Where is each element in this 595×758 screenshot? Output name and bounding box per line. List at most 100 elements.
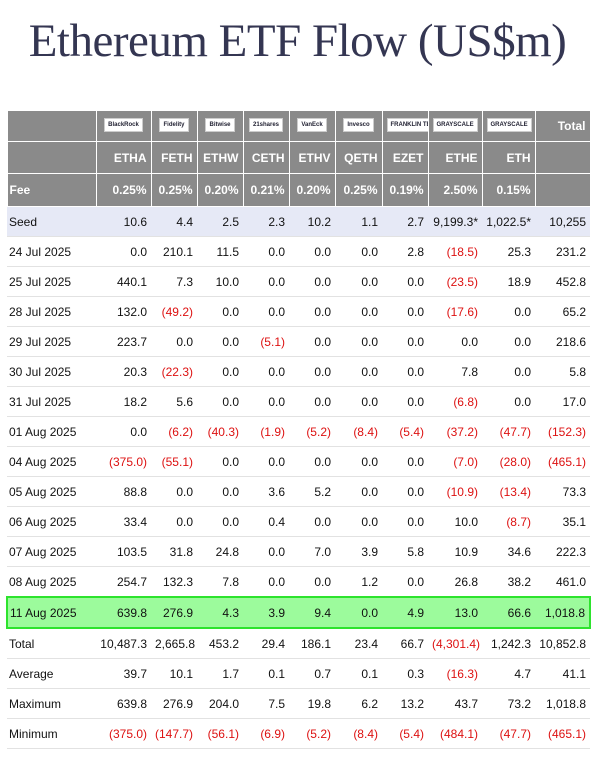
value-cell: 0.1 xyxy=(335,658,382,689)
issuer-logo: GRAYSCALE xyxy=(432,117,478,132)
value-cell: 7.3 xyxy=(151,266,197,297)
value-cell: 0.0 xyxy=(289,236,335,267)
issuer-logo: Fidelity xyxy=(159,117,189,132)
value-cell: 34.6 xyxy=(482,536,535,567)
value-cell: (37.2) xyxy=(428,416,482,447)
value-cell: 10,487.3 xyxy=(96,628,151,659)
value-cell: 66.7 xyxy=(382,628,428,659)
fee: 0.25% xyxy=(95,173,152,207)
value-cell: (17.6) xyxy=(428,296,482,327)
ticker: QETH xyxy=(334,141,383,174)
value-cell: 0.0 xyxy=(382,296,428,327)
row-label: 30 Jul 2025 xyxy=(7,356,96,387)
value-cell: 3.6 xyxy=(243,476,289,507)
value-cell: 0.0 xyxy=(382,446,428,477)
value-cell: 0.0 xyxy=(335,446,382,477)
total-header: Total xyxy=(534,110,591,142)
value-cell: 0.0 xyxy=(382,476,428,507)
value-cell: 2,665.8 xyxy=(151,628,197,659)
fee: 0.25% xyxy=(150,173,198,207)
value-cell: 1.7 xyxy=(197,658,243,689)
value-cell: 38.2 xyxy=(482,566,535,598)
value-cell: 73.3 xyxy=(535,476,590,507)
value-cell: 0.0 xyxy=(428,326,482,357)
value-cell: 7.8 xyxy=(197,566,243,598)
value-cell: (5.4) xyxy=(382,718,428,749)
row-label: Seed xyxy=(7,206,96,237)
value-cell: 0.0 xyxy=(335,266,382,297)
row-label: 31 Jul 2025 xyxy=(7,386,96,417)
value-cell: 35.1 xyxy=(535,506,590,537)
value-cell: 0.0 xyxy=(335,596,382,629)
issuer-logo: 21shares xyxy=(248,117,284,132)
value-cell: 41.1 xyxy=(535,658,590,689)
header-cell xyxy=(6,141,97,174)
summary-row: Minimum (375.0) (147.7) (56.1) (6.9) (5.2) (8.… xyxy=(7,718,590,749)
logo-cell: 21shares xyxy=(242,110,290,142)
fee: 0.19% xyxy=(381,173,429,207)
summary-row: Maximum 639.8 276.9 204.0 7.5 19.8 6.2 13.2 43.7… xyxy=(7,688,590,719)
logo-cell: GRAYSCALE xyxy=(481,110,536,142)
value-cell: 0.0 xyxy=(197,386,243,417)
value-cell: 4.4 xyxy=(151,206,197,237)
flow-row: 07 Aug 2025 103.5 31.8 24.8 0.0 7.0 3.9 5.8 10.9… xyxy=(7,536,590,567)
header-cell xyxy=(6,110,97,142)
value-cell: 0.0 xyxy=(382,566,428,598)
value-cell: 0.0 xyxy=(382,326,428,357)
value-cell: (6.9) xyxy=(243,718,289,749)
flow-row: 25 Jul 2025 440.1 7.3 10.0 0.0 0.0 0.0 0.0 (23.5… xyxy=(7,266,590,297)
value-cell: (18.5) xyxy=(428,236,482,267)
fee: 0.15% xyxy=(481,173,536,207)
value-cell: (47.7) xyxy=(482,416,535,447)
value-cell: 231.2 xyxy=(535,236,590,267)
value-cell: 4.9 xyxy=(382,596,428,629)
value-cell: 25.3 xyxy=(482,236,535,267)
value-cell: 39.7 xyxy=(96,658,151,689)
flow-row: 30 Jul 2025 20.3 (22.3) 0.0 0.0 0.0 0.0 0.0 7.8 0… xyxy=(7,356,590,387)
issuer-logo: BlackRock xyxy=(104,117,143,132)
value-cell: 0.0 xyxy=(482,326,535,357)
value-cell: (484.1) xyxy=(428,718,482,749)
value-cell: 0.0 xyxy=(243,356,289,387)
value-cell: 10,852.8 xyxy=(535,628,590,659)
flow-row: 24 Jul 2025 0.0 210.1 11.5 0.0 0.0 0.0 2.8 (18.5… xyxy=(7,236,590,267)
value-cell: 0.0 xyxy=(289,326,335,357)
value-cell: 24.8 xyxy=(197,536,243,567)
row-label: 24 Jul 2025 xyxy=(7,236,96,267)
value-cell: 9,199.3* xyxy=(428,206,482,237)
value-cell: 1,242.3 xyxy=(482,628,535,659)
value-cell: 254.7 xyxy=(96,566,151,598)
value-cell: 0.0 xyxy=(382,386,428,417)
flow-row: 04 Aug 2025 (375.0) (55.1) 0.0 0.0 0.0 0.0 0.0(… xyxy=(7,446,590,477)
value-cell: 23.4 xyxy=(335,628,382,659)
ticker: ETHW xyxy=(196,141,244,174)
value-cell: 0.3 xyxy=(382,658,428,689)
fee: 0.21% xyxy=(242,173,290,207)
ticker: CETH xyxy=(242,141,290,174)
value-cell: (8.4) xyxy=(335,718,382,749)
row-label: 08 Aug 2025 xyxy=(7,566,96,598)
value-cell: 440.1 xyxy=(96,266,151,297)
value-cell: (13.4) xyxy=(482,476,535,507)
value-cell: 453.2 xyxy=(197,628,243,659)
value-cell: 4.3 xyxy=(197,596,243,629)
value-cell: 18.9 xyxy=(482,266,535,297)
row-label: 11 Aug 2025 xyxy=(6,596,96,629)
value-cell: 222.3 xyxy=(535,536,590,567)
value-cell: 0.0 xyxy=(197,326,243,357)
value-cell: (8.7) xyxy=(482,506,535,537)
value-cell: 4.7 xyxy=(482,658,535,689)
value-cell: (465.1) xyxy=(535,718,590,749)
value-cell: 5.8 xyxy=(535,356,590,387)
value-cell: 5.8 xyxy=(382,536,428,567)
value-cell: 0.0 xyxy=(197,446,243,477)
summary-row: Average 39.7 10.1 1.7 0.1 0.7 0.1 0.3 (16.3) 4.7 4… xyxy=(7,658,590,689)
value-cell: (5.4) xyxy=(382,416,428,447)
header-cell xyxy=(534,173,591,207)
value-cell: 2.3 xyxy=(243,206,289,237)
value-cell: (5.2) xyxy=(289,416,335,447)
value-cell: 0.0 xyxy=(151,506,197,537)
logo-cell: VanEck xyxy=(288,110,336,142)
value-cell: 18.2 xyxy=(96,386,151,417)
